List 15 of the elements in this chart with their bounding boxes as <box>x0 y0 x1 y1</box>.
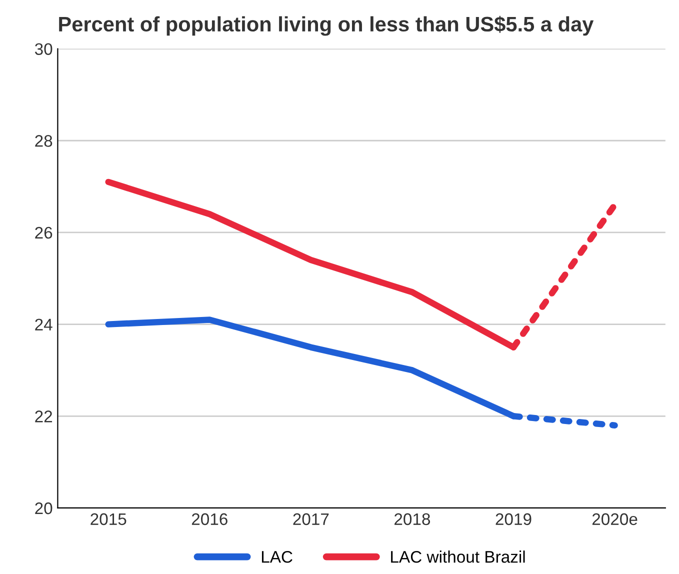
x-tick-label: 2018 <box>394 513 430 526</box>
x-tick-label: 2019 <box>496 513 532 526</box>
y-tick-label: 24 <box>35 318 52 330</box>
legend-label: LAC <box>262 550 292 563</box>
x-tick-label: 2016 <box>192 513 228 526</box>
y-tick-label: 30 <box>34 43 52 55</box>
y-tick-label: 26 <box>35 226 52 239</box>
x-tick-label: 2017 <box>293 513 329 526</box>
chart-title: Percent of population living on less than US$5.5 a day <box>59 16 594 36</box>
y-tick-label: 28 <box>35 135 52 147</box>
legend-label: LAC without Brazil <box>391 550 525 563</box>
y-tick-label: 20 <box>35 502 52 514</box>
x-tick-label: 2015 <box>90 513 126 526</box>
y-tick-label: 22 <box>35 410 52 422</box>
x-tick-label: 2020e <box>592 513 638 526</box>
